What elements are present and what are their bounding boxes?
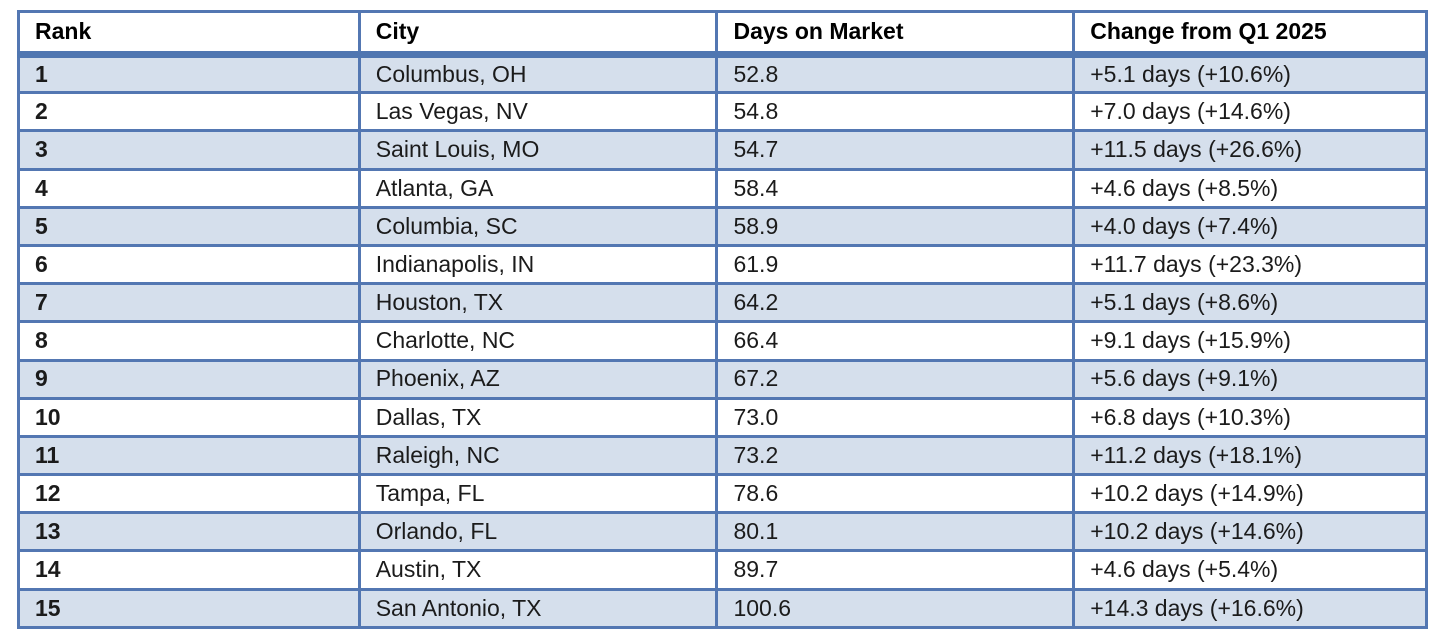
column-header-city: City <box>357 10 719 58</box>
days-cell: 61.9 <box>715 243 1076 286</box>
rank-cell: 13 <box>17 511 361 553</box>
rank-cell: 6 <box>17 243 361 286</box>
table-row: 14 Austin, TX 89.7 +4.6 days (+5.4%) <box>17 549 1428 591</box>
city-cell: Raleigh, NC <box>357 434 719 477</box>
change-cell: +10.2 days (+14.6%) <box>1072 511 1428 553</box>
change-cell: +4.6 days (+5.4%) <box>1072 549 1428 591</box>
rank-cell: 15 <box>17 587 361 630</box>
table-row: 11 Raleigh, NC 73.2 +11.2 days (+18.1%) <box>17 434 1428 477</box>
table-row: 13 Orlando, FL 80.1 +10.2 days (+14.6%) <box>17 511 1428 553</box>
header-row: Rank City Days on Market Change from Q1 … <box>17 10 1428 58</box>
rank-cell: 1 <box>17 52 361 95</box>
change-cell: +5.1 days (+10.6%) <box>1072 52 1428 95</box>
city-cell: Charlotte, NC <box>357 320 719 362</box>
rank-cell: 2 <box>17 91 361 133</box>
city-cell: Atlanta, GA <box>357 167 719 209</box>
rank-cell: 4 <box>17 167 361 209</box>
city-cell: Orlando, FL <box>357 511 719 553</box>
table-row: 2 Las Vegas, NV 54.8 +7.0 days (+14.6%) <box>17 91 1428 133</box>
change-cell: +11.2 days (+18.1%) <box>1072 434 1428 477</box>
rank-cell: 8 <box>17 320 361 362</box>
rank-cell: 7 <box>17 282 361 324</box>
change-cell: +4.6 days (+8.5%) <box>1072 167 1428 209</box>
days-cell: 58.9 <box>715 205 1076 247</box>
rank-cell: 3 <box>17 129 361 171</box>
days-cell: 100.6 <box>715 587 1076 630</box>
days-cell: 54.8 <box>715 91 1076 133</box>
table-body: 1 Columbus, OH 52.8 +5.1 days (+10.6%) 2… <box>17 52 1428 630</box>
rank-cell: 5 <box>17 205 361 247</box>
change-cell: +10.2 days (+14.9%) <box>1072 473 1428 515</box>
change-cell: +5.6 days (+9.1%) <box>1072 358 1428 400</box>
days-cell: 78.6 <box>715 473 1076 515</box>
days-cell: 80.1 <box>715 511 1076 553</box>
city-cell: Dallas, TX <box>357 396 719 438</box>
table-row: 6 Indianapolis, IN 61.9 +11.7 days (+23.… <box>17 243 1428 286</box>
change-cell: +5.1 days (+8.6%) <box>1072 282 1428 324</box>
table-row: 8 Charlotte, NC 66.4 +9.1 days (+15.9%) <box>17 320 1428 362</box>
table-row: 4 Atlanta, GA 58.4 +4.6 days (+8.5%) <box>17 167 1428 209</box>
column-header-rank: Rank <box>17 10 361 58</box>
column-header-change: Change from Q1 2025 <box>1072 10 1428 58</box>
city-cell: Las Vegas, NV <box>357 91 719 133</box>
days-cell: 54.7 <box>715 129 1076 171</box>
change-cell: +4.0 days (+7.4%) <box>1072 205 1428 247</box>
days-cell: 52.8 <box>715 52 1076 95</box>
change-cell: +11.7 days (+23.3%) <box>1072 243 1428 286</box>
change-cell: +9.1 days (+15.9%) <box>1072 320 1428 362</box>
change-cell: +7.0 days (+14.6%) <box>1072 91 1428 133</box>
city-cell: Columbia, SC <box>357 205 719 247</box>
change-cell: +14.3 days (+16.6%) <box>1072 587 1428 630</box>
days-cell: 58.4 <box>715 167 1076 209</box>
days-cell: 73.2 <box>715 434 1076 477</box>
rank-cell: 14 <box>17 549 361 591</box>
rank-cell: 10 <box>17 396 361 438</box>
rank-cell: 11 <box>17 434 361 477</box>
table-header: Rank City Days on Market Change from Q1 … <box>17 10 1428 58</box>
rank-cell: 12 <box>17 473 361 515</box>
city-cell: Indianapolis, IN <box>357 243 719 286</box>
city-cell: Tampa, FL <box>357 473 719 515</box>
days-cell: 89.7 <box>715 549 1076 591</box>
city-cell: Austin, TX <box>357 549 719 591</box>
rank-cell: 9 <box>17 358 361 400</box>
table-row: 5 Columbia, SC 58.9 +4.0 days (+7.4%) <box>17 205 1428 247</box>
change-cell: +6.8 days (+10.3%) <box>1072 396 1428 438</box>
days-on-market-table: Rank City Days on Market Change from Q1 … <box>17 10 1428 630</box>
days-cell: 64.2 <box>715 282 1076 324</box>
table-row: 9 Phoenix, AZ 67.2 +5.6 days (+9.1%) <box>17 358 1428 400</box>
table-row: 1 Columbus, OH 52.8 +5.1 days (+10.6%) <box>17 52 1428 95</box>
column-header-days: Days on Market <box>715 10 1076 58</box>
days-cell: 73.0 <box>715 396 1076 438</box>
city-cell: San Antonio, TX <box>357 587 719 630</box>
city-cell: Saint Louis, MO <box>357 129 719 171</box>
table-row: 10 Dallas, TX 73.0 +6.8 days (+10.3%) <box>17 396 1428 438</box>
days-cell: 66.4 <box>715 320 1076 362</box>
city-cell: Columbus, OH <box>357 52 719 95</box>
city-cell: Houston, TX <box>357 282 719 324</box>
city-cell: Phoenix, AZ <box>357 358 719 400</box>
change-cell: +11.5 days (+26.6%) <box>1072 129 1428 171</box>
table-row: 3 Saint Louis, MO 54.7 +11.5 days (+26.6… <box>17 129 1428 171</box>
table-row: 15 San Antonio, TX 100.6 +14.3 days (+16… <box>17 587 1428 630</box>
days-cell: 67.2 <box>715 358 1076 400</box>
table-row: 12 Tampa, FL 78.6 +10.2 days (+14.9%) <box>17 473 1428 515</box>
table-row: 7 Houston, TX 64.2 +5.1 days (+8.6%) <box>17 282 1428 324</box>
